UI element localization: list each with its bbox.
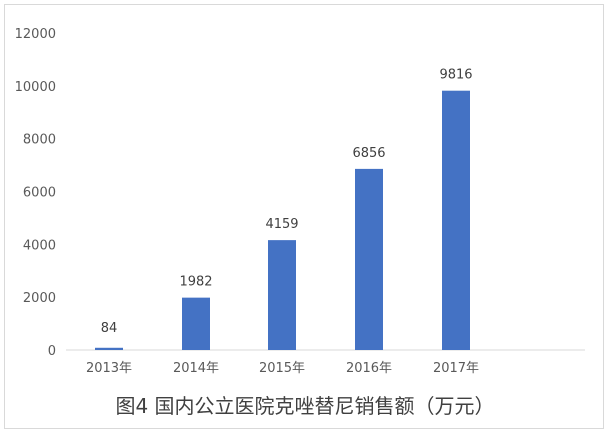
data-label: 4159: [265, 217, 298, 232]
data-label: 9816: [439, 68, 472, 83]
bar: [268, 240, 296, 350]
y-tick-label: 12000: [15, 27, 56, 42]
y-tick-label: 2000: [23, 291, 56, 306]
y-tick-label: 6000: [23, 186, 56, 201]
data-label: 6856: [352, 146, 385, 161]
y-axis-ticks: 0 2000 4000 6000 8000 10000 12000: [15, 27, 56, 359]
x-tick-label: 2013年: [86, 361, 132, 376]
data-labels: 84 1982 4159 6856 9816: [101, 68, 473, 336]
chart-frame: [4, 4, 604, 429]
y-tick-label: 0: [48, 344, 56, 359]
chart-title: 图4 国内公立医院克唑替尼销售额（万元）: [115, 394, 494, 418]
bar: [442, 90, 470, 350]
y-tick-label: 10000: [15, 80, 56, 95]
x-tick-label: 2016年: [346, 361, 392, 376]
y-tick-label: 4000: [23, 238, 56, 253]
x-tick-label: 2014年: [173, 361, 219, 376]
bars: [95, 90, 470, 350]
bar: [95, 347, 123, 350]
x-tick-label: 2015年: [259, 361, 305, 376]
bar: [355, 168, 383, 350]
x-tick-label: 2017年: [433, 361, 479, 376]
data-label: 84: [101, 321, 118, 336]
bar: [182, 297, 210, 350]
data-label: 1982: [179, 275, 212, 290]
x-axis-ticks: 2013年 2014年 2015年 2016年 2017年: [86, 361, 479, 376]
y-tick-label: 8000: [23, 133, 56, 148]
